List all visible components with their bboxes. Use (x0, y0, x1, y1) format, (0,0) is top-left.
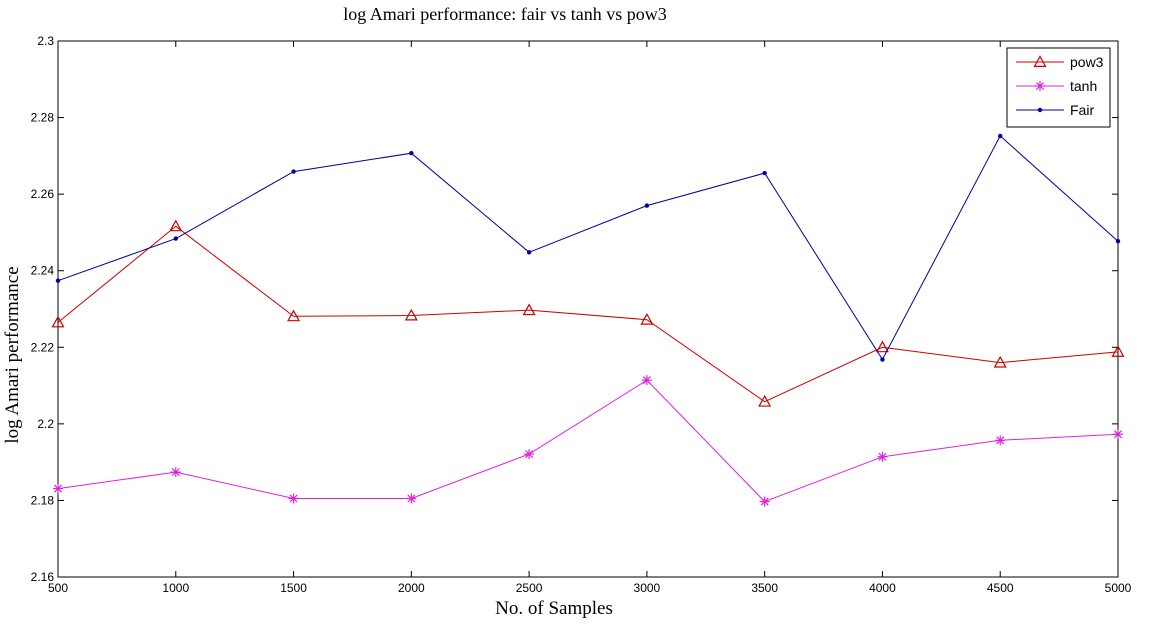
series-tanh (53, 375, 1123, 507)
data-point-pow3 (287, 309, 301, 322)
x-tick-label: 3000 (634, 581, 661, 595)
x-tick-label: 5000 (1105, 581, 1132, 595)
x-tick-label: 2000 (398, 581, 425, 595)
data-point-fair (55, 278, 61, 283)
data-point-tanh (53, 483, 63, 494)
x-axis-label: No. of Samples (495, 598, 613, 619)
x-tick-label: 3500 (751, 581, 778, 595)
data-point-pow3 (169, 219, 183, 232)
x-tick-label: 1500 (280, 581, 307, 595)
x-tick-label: 4000 (869, 581, 896, 595)
series-pow3 (51, 219, 1125, 407)
data-point-fair (526, 250, 532, 255)
y-tick-label: 2.16 (31, 570, 55, 584)
data-point-pow3 (875, 340, 889, 353)
y-axis-label: log Amari performance (2, 266, 23, 443)
data-point-tanh (995, 435, 1006, 446)
y-tick-label: 2.2 (37, 417, 54, 431)
data-point-pow3 (758, 394, 772, 407)
x-axis: 500 1000 1500 2000 2500 3000 3500 4000 4500 5000 (48, 41, 1132, 595)
x-tick-label: 1000 (162, 581, 189, 595)
data-point-pow3 (404, 308, 418, 321)
data-point-fair (291, 169, 296, 174)
data-point-fair (998, 133, 1003, 139)
legend-item-fair: Fair (1016, 102, 1094, 118)
y-tick-label: 2.26 (31, 187, 55, 201)
series-line-tanh (57, 379, 1119, 503)
legend-label-pow3: pow3 (1070, 54, 1104, 70)
data-point-pow3 (640, 312, 654, 325)
y-axis: 2.16 2.18 2.2 2.22 2.24 2.26 2.28 2.3 (31, 34, 1118, 584)
data-point-tanh (524, 449, 535, 460)
data-point-tanh (170, 467, 181, 478)
data-point-tanh (877, 451, 888, 462)
data-point-fair (762, 170, 767, 176)
legend-item-pow3: pow3 (1016, 54, 1104, 70)
data-point-pow3 (1111, 345, 1125, 357)
x-tick-label: 4500 (987, 581, 1014, 595)
data-point-fair (173, 236, 178, 241)
legend-marker-pow3 (1033, 55, 1047, 68)
legend-item-tanh: tanh (1016, 78, 1097, 94)
legend-marker-fair (1037, 107, 1043, 113)
data-point-tanh (641, 375, 652, 386)
legend-label-fair: Fair (1070, 102, 1094, 118)
data-point-fair (644, 203, 650, 208)
series-fair (55, 133, 1121, 362)
data-point-pow3 (522, 303, 536, 316)
chart-title: log Amari performance: fair vs tanh vs p… (343, 4, 666, 24)
data-point-fair (1115, 239, 1121, 244)
data-point-tanh (406, 493, 417, 504)
y-tick-label: 2.22 (31, 340, 55, 354)
data-point-tanh (288, 493, 299, 504)
legend: pow3 tanh Fair (1006, 47, 1111, 128)
data-point-pow3 (993, 355, 1007, 368)
legend-label-tanh: tanh (1070, 78, 1097, 94)
legend-box (1006, 47, 1111, 128)
x-tick-label: 2500 (516, 581, 543, 595)
data-point-pow3 (51, 315, 65, 328)
x-tick-label: 500 (48, 581, 68, 595)
y-tick-label: 2.3 (37, 34, 54, 48)
data-point-fair (409, 150, 414, 156)
data-point-tanh (1113, 429, 1123, 440)
series-line-fair (57, 135, 1119, 361)
y-tick-label: 2.18 (31, 493, 55, 507)
y-tick-label: 2.28 (31, 111, 55, 125)
data-point-tanh (759, 496, 770, 507)
data-point-fair (880, 357, 885, 362)
series-line-pow3 (57, 225, 1119, 403)
plot-area-frame (57, 40, 1119, 578)
legend-marker-tanh (1035, 81, 1045, 91)
y-tick-label: 2.24 (31, 264, 55, 278)
series-layer (51, 133, 1125, 507)
